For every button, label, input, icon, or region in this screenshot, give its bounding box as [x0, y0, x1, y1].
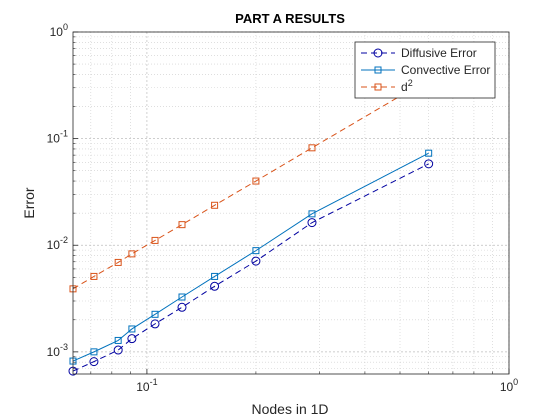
series-1: [68, 159, 434, 376]
legend-label-2: Convective Error: [401, 63, 490, 77]
series-2-point: [211, 272, 219, 280]
series-1-point: [251, 256, 261, 266]
legend-label-1: Diffusive Error: [401, 46, 477, 60]
plot-frame: [72, 31, 510, 375]
series-3-point: [114, 258, 122, 266]
series-2: [69, 149, 433, 365]
y-tick-label: 10-2: [47, 235, 68, 252]
series-1-point: [424, 159, 434, 169]
series-3-point: [128, 250, 136, 258]
y-axis-label: Error: [21, 187, 37, 218]
series-2-line: [72, 152, 429, 362]
series-1-point: [307, 218, 317, 228]
ticks-layer: [73, 31, 510, 374]
legend-marker-2: [374, 66, 382, 74]
series-3-point: [211, 201, 219, 209]
series-3-point: [178, 221, 186, 229]
series-2-point: [425, 149, 433, 157]
series-1-point: [127, 334, 137, 344]
y-tick-label: 10-3: [47, 342, 68, 359]
series-1-point: [210, 281, 220, 291]
series-1-point: [113, 345, 123, 355]
series-3-point: [252, 177, 260, 185]
y-tick-label: 100: [50, 22, 68, 39]
series-2-point: [128, 325, 136, 333]
series-2-point: [252, 247, 260, 255]
x-tick-label: 10-1: [136, 377, 157, 394]
series-3-point: [151, 236, 159, 244]
legend-marker-3: [374, 83, 382, 91]
x-tick-labels: 10-1 100: [136, 377, 518, 394]
x-tick-label: 100: [500, 377, 518, 394]
series-3-point: [90, 272, 98, 280]
series-1-point: [150, 319, 160, 329]
y-tick-label: 10-1: [47, 129, 68, 146]
series-2-point: [178, 293, 186, 301]
series-1-line: [72, 163, 429, 372]
series-3-line: [72, 78, 429, 290]
series-2-point: [308, 210, 316, 218]
series-2-point: [151, 310, 159, 318]
y-tick-labels: 10-3 10-2 10-1 100: [47, 22, 68, 359]
legend-marker-1: [373, 48, 383, 58]
series-2-point: [114, 336, 122, 344]
series-1-point: [89, 357, 99, 367]
series-2-point: [90, 348, 98, 356]
chart-title: PART A RESULTS: [235, 11, 345, 26]
series-3-point: [308, 144, 316, 152]
series-1-point: [177, 302, 187, 312]
legend-label-3: d2: [401, 78, 413, 94]
x-axis-label: Nodes in 1D: [251, 401, 328, 417]
series-layer: [68, 75, 434, 376]
